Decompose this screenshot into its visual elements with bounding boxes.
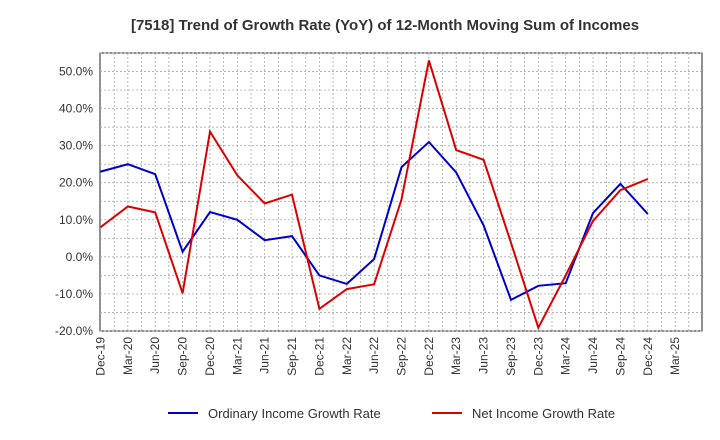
y-tick-label: 20.0% [59, 176, 93, 190]
legend-label-ordinary-income: Ordinary Income Growth Rate [208, 406, 381, 421]
x-axis-tick-labels: Dec-19 Mar-20 Jun-20 Sep-20 Dec-20 Mar-21 Jun-… [94, 337, 683, 376]
x-tick-label: Dec-23 [531, 337, 545, 376]
y-tick-label: 30.0% [59, 139, 93, 153]
data-series [99, 60, 649, 331]
x-tick-label: Dec-22 [422, 337, 436, 376]
x-tick-label: Sep-23 [504, 337, 518, 376]
x-tick-label: Sep-20 [176, 337, 190, 376]
x-tick-label: Mar-24 [559, 337, 573, 375]
y-tick-label: 50.0% [59, 65, 93, 79]
x-tick-label: Jun-23 [477, 337, 491, 374]
x-tick-label: Mar-20 [121, 337, 135, 375]
x-tick-label: Mar-23 [449, 337, 463, 375]
legend: Ordinary Income Growth Rate Net Income G… [168, 406, 615, 421]
x-tick-label: Mar-25 [668, 337, 682, 375]
x-tick-label: Dec-21 [312, 337, 326, 376]
x-tick-label: Jun-21 [258, 337, 272, 374]
y-tick-label: 0.0% [66, 250, 94, 264]
x-tick-label: Jun-20 [148, 337, 162, 374]
y-axis-tick-labels: -20.0% -10.0% 0.0% 10.0% 20.0% 30.0% 40.0% 50.0… [55, 65, 93, 338]
x-tick-label: Mar-22 [340, 337, 354, 375]
net-income-growth-line [99, 60, 649, 331]
y-tick-label: -10.0% [55, 287, 93, 301]
x-tick-label: Mar-21 [230, 337, 244, 375]
y-tick-label: 40.0% [59, 102, 93, 116]
x-tick-label: Dec-20 [203, 337, 217, 376]
x-tick-label: Jun-22 [367, 337, 381, 374]
x-tick-label: Jun-24 [586, 337, 600, 374]
y-tick-label: -20.0% [55, 324, 93, 338]
x-tick-label: Dec-19 [94, 337, 108, 376]
x-tick-label: Sep-24 [613, 337, 627, 376]
legend-label-net-income: Net Income Growth Rate [472, 406, 615, 421]
chart-title: [7518] Trend of Growth Rate (YoY) of 12-… [131, 17, 639, 34]
y-tick-label: 10.0% [59, 213, 93, 227]
x-tick-label: Sep-21 [285, 337, 299, 376]
x-tick-label: Sep-22 [395, 337, 409, 376]
x-tick-label: Dec-24 [641, 337, 655, 376]
